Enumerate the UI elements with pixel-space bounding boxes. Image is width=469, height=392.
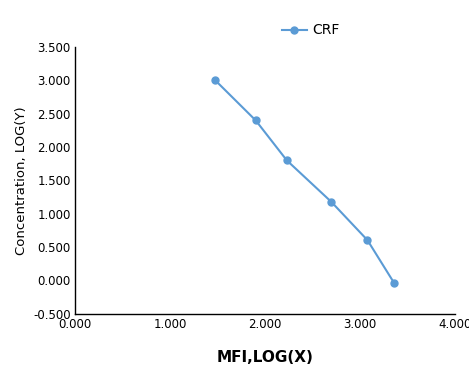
CRF: [284, 158, 290, 163]
CRF: [364, 238, 370, 243]
Legend: CRF: CRF: [278, 19, 344, 42]
X-axis label: MFI,LOG(X): MFI,LOG(X): [217, 350, 313, 365]
CRF: [253, 118, 258, 123]
CRF: [212, 78, 218, 83]
CRF: [392, 281, 397, 286]
CRF: [329, 200, 334, 204]
Line: CRF: CRF: [212, 77, 398, 287]
Y-axis label: Concentration, LOG(Y): Concentration, LOG(Y): [15, 106, 28, 255]
